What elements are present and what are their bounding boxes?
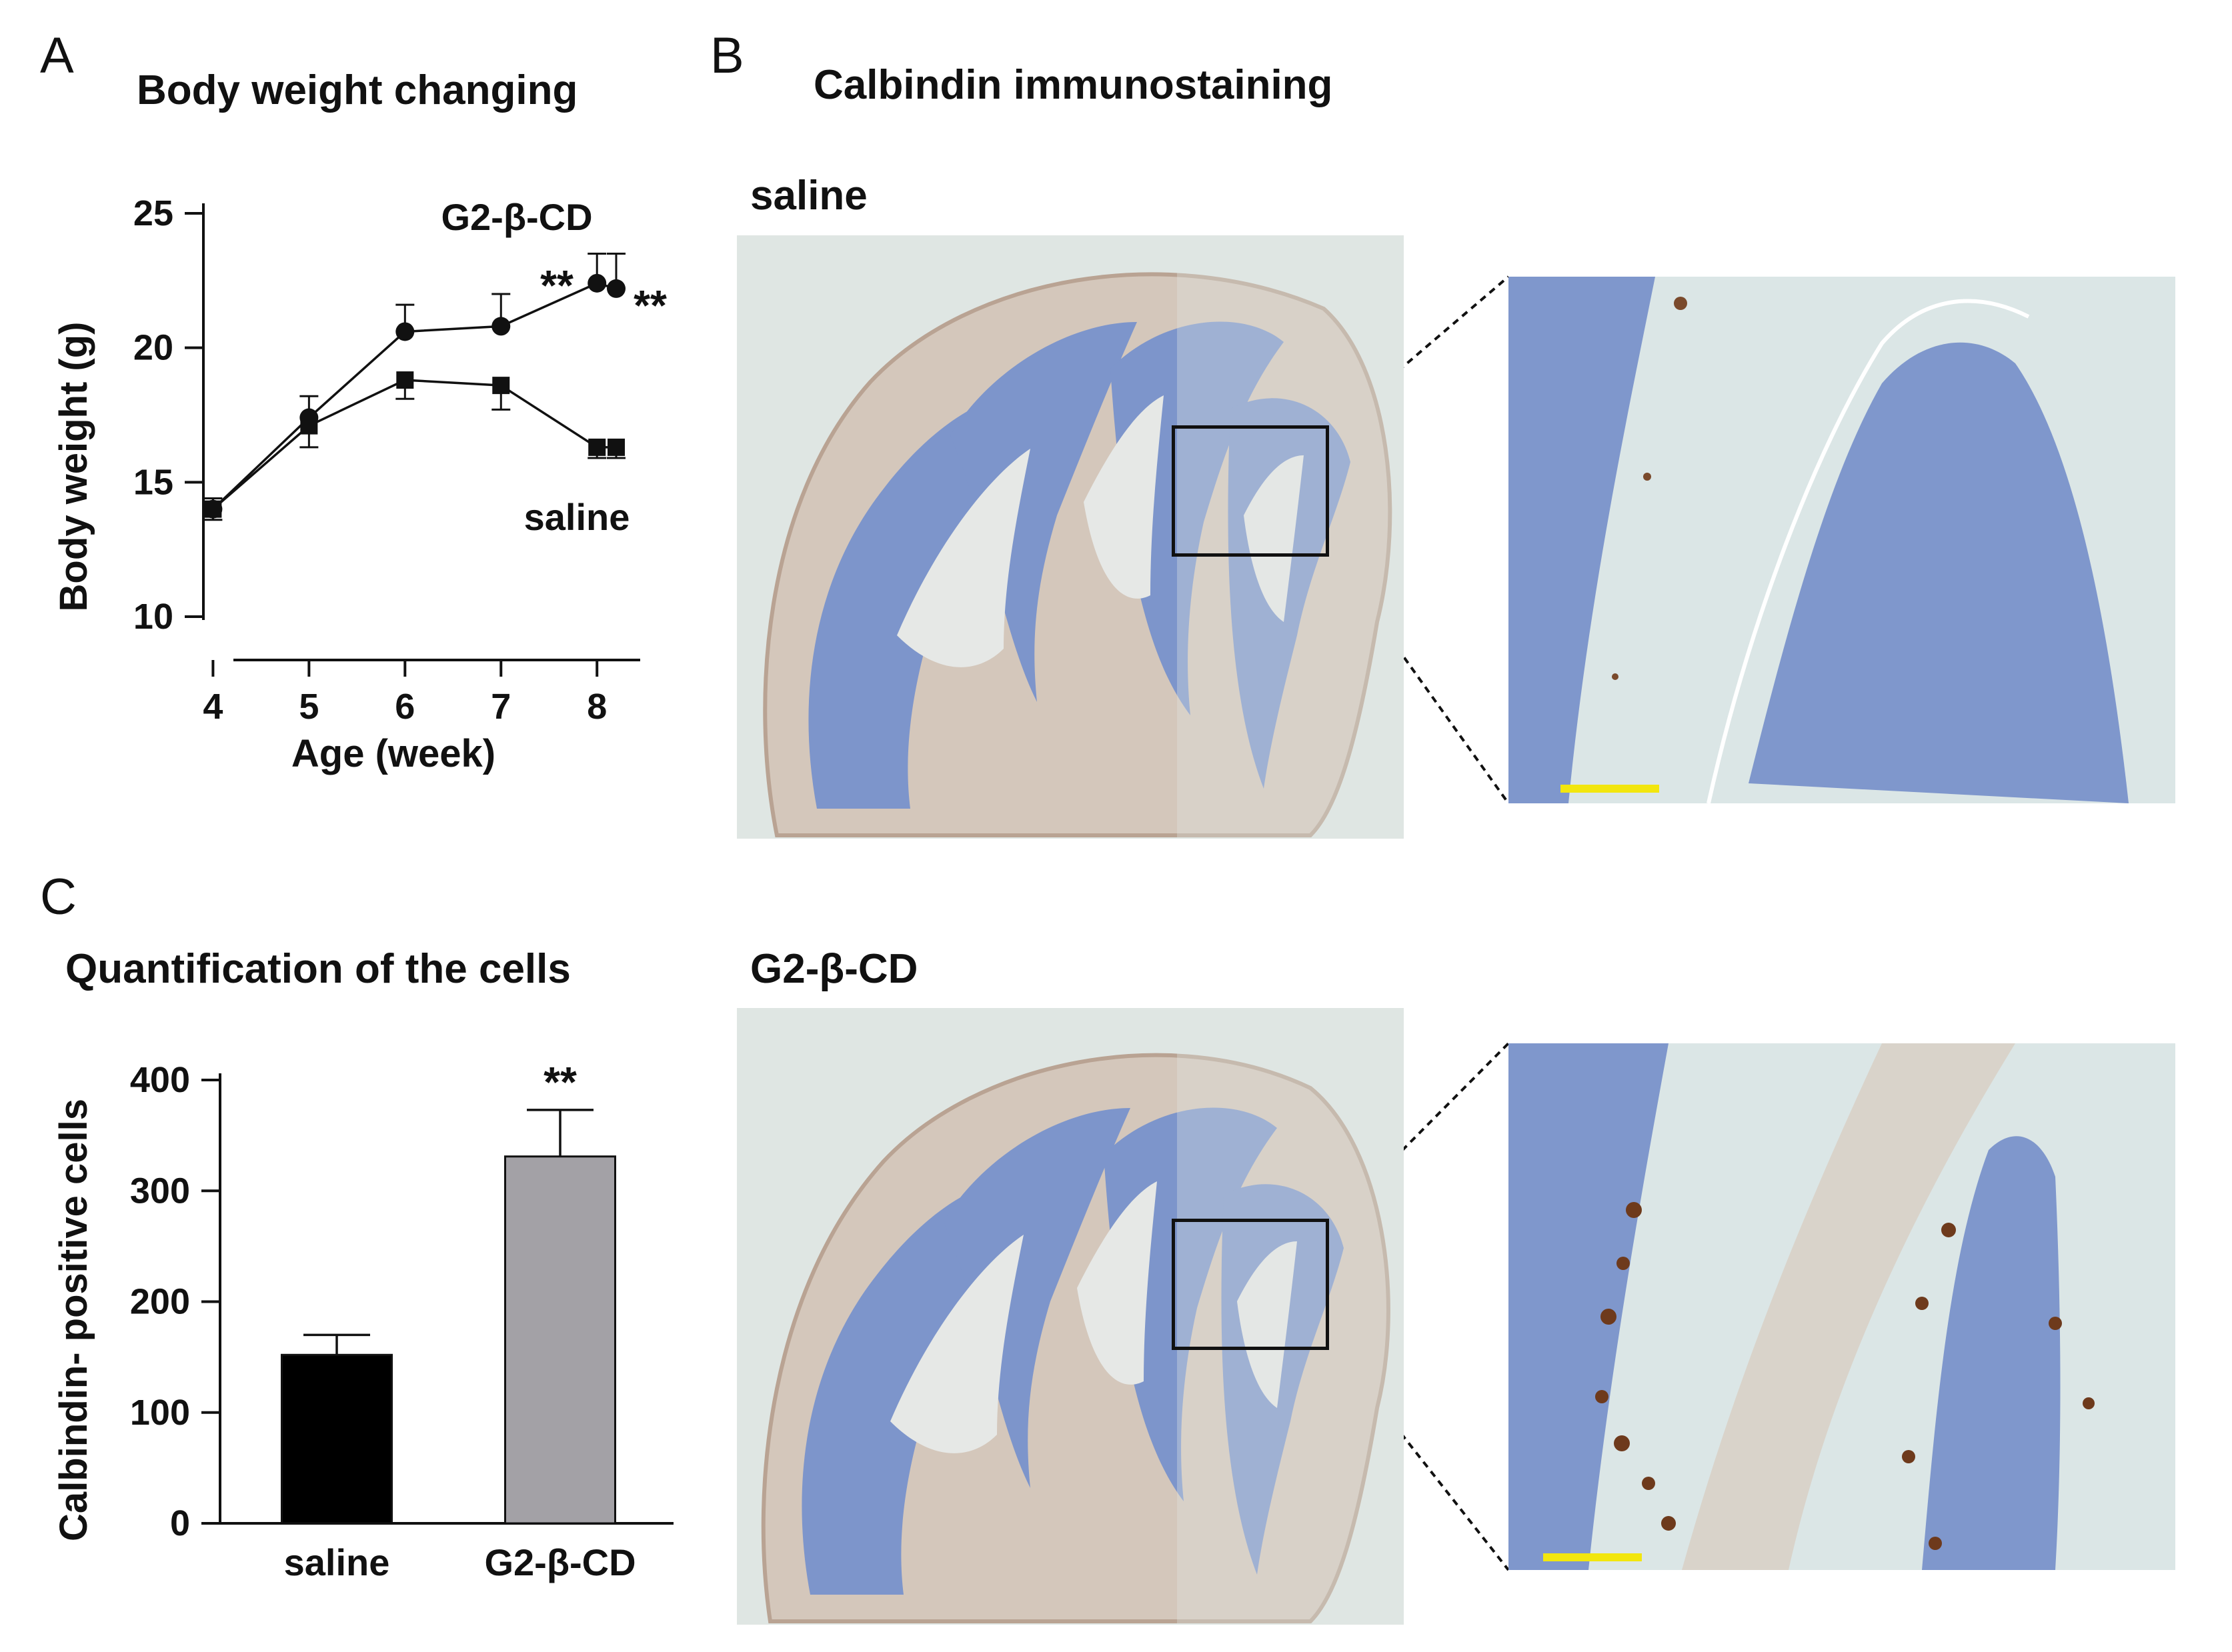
data-point xyxy=(608,438,626,456)
data-point xyxy=(588,273,607,293)
panel-c-letter: C xyxy=(40,869,77,925)
x-tick-label: 6 xyxy=(395,687,415,727)
data-point xyxy=(396,371,414,389)
x-tick-label: 5 xyxy=(299,687,319,727)
data-point xyxy=(395,322,415,341)
x-tick-label: 8 xyxy=(587,687,607,727)
data-point xyxy=(300,417,318,435)
panel-b-letter: B xyxy=(710,27,744,84)
y-tick-label: 400 xyxy=(130,1060,190,1100)
y-tick-label: 10 xyxy=(133,597,173,637)
cd-cerebellum-zoom xyxy=(1508,1043,2175,1570)
x-tick-label: 7 xyxy=(491,687,511,727)
y-tick-label: 25 xyxy=(133,193,173,233)
body-weight-line-chart: 10 15 20 25 4 5 6 7 8 G2-β-CD saline ** ** Age (wee… xyxy=(52,193,667,775)
data-point xyxy=(607,279,626,298)
panel-b-title: Calbindin immunostaining xyxy=(814,62,1333,108)
significance-marker: ** xyxy=(543,1058,577,1106)
y-tick-label: 300 xyxy=(130,1171,190,1211)
y-tick-label: 15 xyxy=(133,462,173,502)
scale-bar xyxy=(1560,785,1659,793)
y-tick-label: 20 xyxy=(133,328,173,368)
x-tick-label: 4 xyxy=(203,687,223,727)
bar-g2-beta-cd xyxy=(504,1155,616,1525)
panel-c-title: Quantification of the cells xyxy=(65,946,571,992)
saline-cerebellum-zoom xyxy=(1508,277,2175,803)
data-point xyxy=(588,438,606,456)
data-point xyxy=(491,317,511,336)
y-tick-label: 0 xyxy=(170,1503,190,1543)
panel-a-letter: A xyxy=(40,27,74,84)
saline-section-label: saline xyxy=(750,173,868,219)
y-tick-label: 100 xyxy=(130,1393,190,1433)
cd-section-label: G2-β-CD xyxy=(750,946,918,992)
significance-marker: ** xyxy=(540,261,574,309)
zoom-region-box xyxy=(1172,1219,1329,1350)
data-point xyxy=(492,377,510,395)
category-label: G2-β-CD xyxy=(484,1541,636,1583)
y-tick-label: 200 xyxy=(130,1282,190,1322)
connector-line xyxy=(1333,1347,1510,1571)
series-label: G2-β-CD xyxy=(441,196,592,238)
saline-cerebellum-overview xyxy=(737,235,1404,839)
data-point xyxy=(204,500,222,518)
cd-cerebellum-overview xyxy=(737,1008,1404,1625)
significance-marker: ** xyxy=(634,281,667,329)
x-axis-label: Age (week) xyxy=(291,732,495,775)
y-axis-label: Calbindin- positive cells xyxy=(52,1099,95,1541)
panel-a-title: Body weight changing xyxy=(137,67,578,113)
bar-saline xyxy=(281,1353,393,1525)
category-label: saline xyxy=(284,1541,390,1583)
calbindin-bar-chart: 0 100 200 300 400 saline G2-β-CD ** Calbindin-… xyxy=(52,1058,674,1583)
series-label: saline xyxy=(524,496,630,538)
y-axis-label: Body weight (g) xyxy=(52,322,95,612)
zoom-region-box xyxy=(1172,425,1329,557)
scale-bar xyxy=(1543,1553,1642,1561)
